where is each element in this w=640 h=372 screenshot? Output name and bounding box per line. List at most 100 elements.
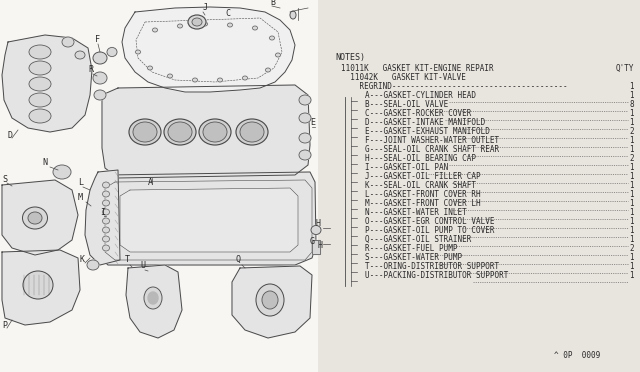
Text: U: U xyxy=(140,261,145,270)
Text: G---SEAL-OIL CRANK SHAFT REAR: G---SEAL-OIL CRANK SHAFT REAR xyxy=(365,145,499,154)
Text: K---SEAL-OIL CRANK SHAFT: K---SEAL-OIL CRANK SHAFT xyxy=(365,181,476,190)
Text: 1: 1 xyxy=(629,163,634,172)
Ellipse shape xyxy=(290,11,296,19)
Ellipse shape xyxy=(62,37,74,47)
Ellipse shape xyxy=(203,122,227,142)
Polygon shape xyxy=(120,188,298,252)
Ellipse shape xyxy=(22,207,47,229)
Text: C: C xyxy=(225,9,230,18)
Ellipse shape xyxy=(93,52,107,64)
Text: 1: 1 xyxy=(629,208,634,217)
Polygon shape xyxy=(2,35,92,132)
Bar xyxy=(312,240,320,254)
Ellipse shape xyxy=(107,48,117,57)
Text: 1: 1 xyxy=(629,136,634,145)
Text: C---GASKET-ROCKER COVER: C---GASKET-ROCKER COVER xyxy=(365,109,472,118)
Text: H: H xyxy=(318,241,323,250)
Polygon shape xyxy=(102,85,310,178)
Ellipse shape xyxy=(236,119,268,145)
Ellipse shape xyxy=(168,122,192,142)
Text: 1: 1 xyxy=(629,217,634,226)
Ellipse shape xyxy=(23,271,53,299)
Ellipse shape xyxy=(192,18,202,26)
Ellipse shape xyxy=(29,93,51,107)
Ellipse shape xyxy=(29,45,51,59)
Text: REGRIND--------------------------------------: REGRIND---------------------------------… xyxy=(341,82,568,91)
Ellipse shape xyxy=(269,36,275,40)
Ellipse shape xyxy=(227,23,232,27)
Text: 1: 1 xyxy=(629,226,634,235)
Ellipse shape xyxy=(102,218,109,224)
Text: R---GASKET-FUEL PUMP: R---GASKET-FUEL PUMP xyxy=(365,244,458,253)
Polygon shape xyxy=(122,7,295,92)
Text: O---GASKET-EGR CONTROL VALVE: O---GASKET-EGR CONTROL VALVE xyxy=(365,217,495,226)
Text: P---GASKET-OIL PUMP TO COVER: P---GASKET-OIL PUMP TO COVER xyxy=(365,226,495,235)
Text: A---GASKET-CYLINDER HEAD: A---GASKET-CYLINDER HEAD xyxy=(365,91,476,100)
Text: R: R xyxy=(88,65,93,74)
Ellipse shape xyxy=(152,28,157,32)
Ellipse shape xyxy=(243,76,248,80)
Ellipse shape xyxy=(102,182,109,188)
Ellipse shape xyxy=(253,26,257,30)
Text: N: N xyxy=(42,158,47,167)
Text: L: L xyxy=(78,178,83,187)
Ellipse shape xyxy=(262,291,278,309)
Text: 2: 2 xyxy=(629,244,634,253)
Ellipse shape xyxy=(311,225,321,234)
Ellipse shape xyxy=(94,90,106,100)
Polygon shape xyxy=(2,180,78,255)
Ellipse shape xyxy=(29,109,51,123)
Text: G: G xyxy=(310,237,315,246)
Ellipse shape xyxy=(177,24,182,28)
Text: U---PACKING-DISTRIBUTOR SUPPORT: U---PACKING-DISTRIBUTOR SUPPORT xyxy=(365,271,508,280)
Text: 8: 8 xyxy=(629,100,634,109)
Text: 1: 1 xyxy=(629,181,634,190)
Text: D: D xyxy=(8,131,13,140)
Text: 2: 2 xyxy=(629,154,634,163)
Bar xyxy=(0,0,318,372)
Text: 1: 1 xyxy=(629,172,634,181)
Text: P: P xyxy=(2,321,7,330)
Ellipse shape xyxy=(299,95,311,105)
Ellipse shape xyxy=(102,236,109,242)
Polygon shape xyxy=(126,265,182,338)
Ellipse shape xyxy=(188,15,206,29)
Ellipse shape xyxy=(102,209,109,215)
Ellipse shape xyxy=(87,260,99,270)
Text: J: J xyxy=(203,3,208,12)
Ellipse shape xyxy=(133,122,157,142)
Text: Q---GASKET-OIL STRAINER: Q---GASKET-OIL STRAINER xyxy=(365,235,472,244)
Text: 1: 1 xyxy=(629,262,634,271)
Ellipse shape xyxy=(256,284,284,316)
Text: L---GASKET-FRONT COVER RH: L---GASKET-FRONT COVER RH xyxy=(365,190,481,199)
Text: 1: 1 xyxy=(629,118,634,127)
Ellipse shape xyxy=(29,77,51,91)
Ellipse shape xyxy=(75,51,85,59)
Ellipse shape xyxy=(299,150,311,160)
Text: N---GASKET-WATER INLET: N---GASKET-WATER INLET xyxy=(365,208,467,217)
Ellipse shape xyxy=(168,74,173,78)
Text: M---GASKET-FRONT COVER LH: M---GASKET-FRONT COVER LH xyxy=(365,199,481,208)
Text: D---GASKET-INTAKE MANIFOLD: D---GASKET-INTAKE MANIFOLD xyxy=(365,118,485,127)
Ellipse shape xyxy=(199,119,231,145)
Text: S---GASKET-WATER PUMP: S---GASKET-WATER PUMP xyxy=(365,253,462,262)
Ellipse shape xyxy=(299,113,311,123)
Ellipse shape xyxy=(144,287,162,309)
Ellipse shape xyxy=(53,165,71,179)
Text: A: A xyxy=(148,178,153,187)
Text: S: S xyxy=(2,175,7,184)
Ellipse shape xyxy=(129,119,161,145)
Text: 11011K   GASKET KIT-ENGINE REPAIR: 11011K GASKET KIT-ENGINE REPAIR xyxy=(341,64,493,73)
Text: F---JOINT WASHER-WATER OUTLET: F---JOINT WASHER-WATER OUTLET xyxy=(365,136,499,145)
Ellipse shape xyxy=(136,50,141,54)
Text: 1: 1 xyxy=(629,109,634,118)
Text: T---ORING-DISTRIBUTOR SUPPORT: T---ORING-DISTRIBUTOR SUPPORT xyxy=(365,262,499,271)
Text: 11042K   GASKET KIT-VALVE: 11042K GASKET KIT-VALVE xyxy=(341,73,466,82)
Text: 1: 1 xyxy=(629,253,634,262)
Polygon shape xyxy=(2,250,80,325)
Polygon shape xyxy=(85,170,120,265)
Text: J---GASKET-OIL FILLER CAP: J---GASKET-OIL FILLER CAP xyxy=(365,172,481,181)
Text: Q: Q xyxy=(235,255,240,264)
Text: 1: 1 xyxy=(629,235,634,244)
Ellipse shape xyxy=(202,22,207,26)
